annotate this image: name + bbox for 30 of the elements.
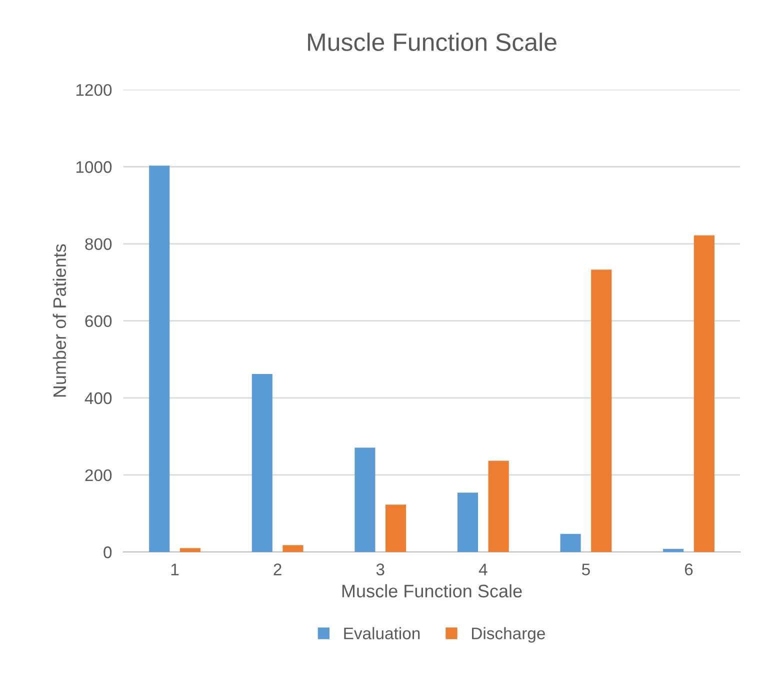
bar	[282, 545, 304, 552]
y-tick-label: 800	[85, 238, 112, 250]
bar	[180, 548, 200, 552]
x-tick-label: 4	[478, 564, 488, 576]
y-tick-label: 1200	[76, 84, 112, 96]
bar	[386, 504, 406, 552]
bar	[560, 534, 581, 552]
x-tick-label: 3	[376, 564, 384, 576]
x-tick-label: 1	[171, 564, 179, 576]
bar	[149, 166, 170, 552]
x-tick-label: 2	[274, 564, 282, 576]
y-tick-label: 0	[104, 546, 112, 558]
legend-label: Discharge	[472, 627, 545, 643]
bar	[488, 460, 509, 552]
y-tick-label: 400	[84, 392, 112, 404]
y-tick-label: 200	[85, 469, 112, 482]
y-tick-label: 1000	[76, 161, 112, 173]
y-tick-label: 600	[85, 315, 112, 328]
bar	[354, 448, 376, 552]
bar	[591, 270, 612, 552]
y-axis-title: Number of Patients	[52, 244, 66, 397]
x-axis-title: Muscle Function Scale	[342, 584, 522, 598]
x-tick-label: 6	[684, 564, 693, 576]
x-tick-label: 5	[582, 564, 590, 576]
bar	[457, 492, 478, 552]
legend-label: Evaluation	[344, 627, 420, 640]
bar	[663, 548, 684, 552]
bar	[694, 235, 714, 552]
chart-title: Muscle Function Scale	[308, 32, 556, 52]
bar	[252, 374, 272, 552]
